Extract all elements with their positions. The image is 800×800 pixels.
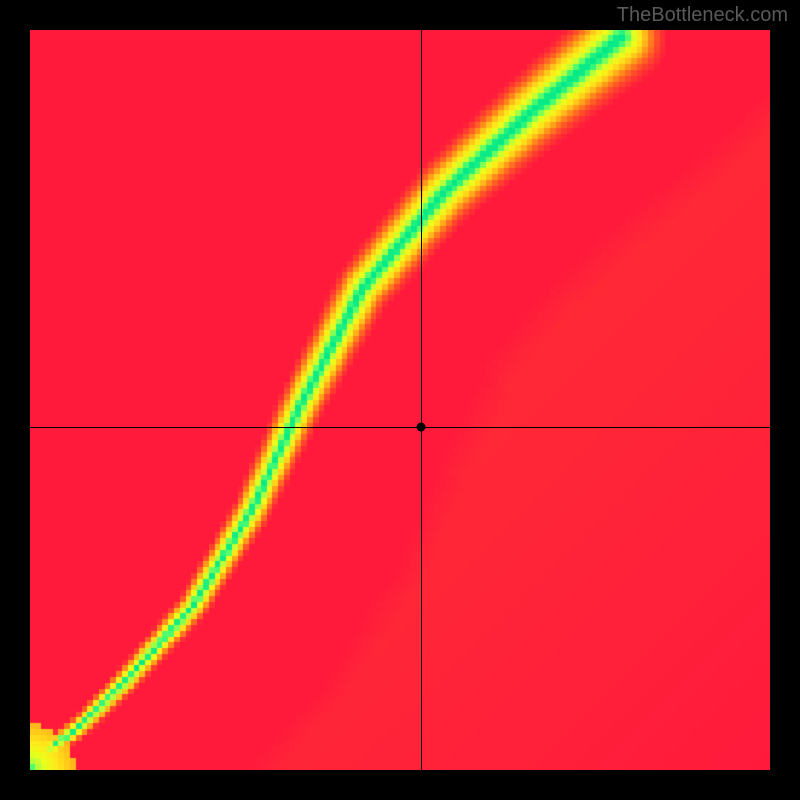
watermark-text: TheBottleneck.com xyxy=(617,4,788,27)
crosshair-point xyxy=(416,422,425,431)
crosshair-horizontal xyxy=(30,427,770,428)
crosshair-vertical xyxy=(421,30,422,770)
chart-container: TheBottleneck.com xyxy=(0,0,800,800)
heatmap-canvas xyxy=(30,30,770,770)
plot-area xyxy=(30,30,770,770)
